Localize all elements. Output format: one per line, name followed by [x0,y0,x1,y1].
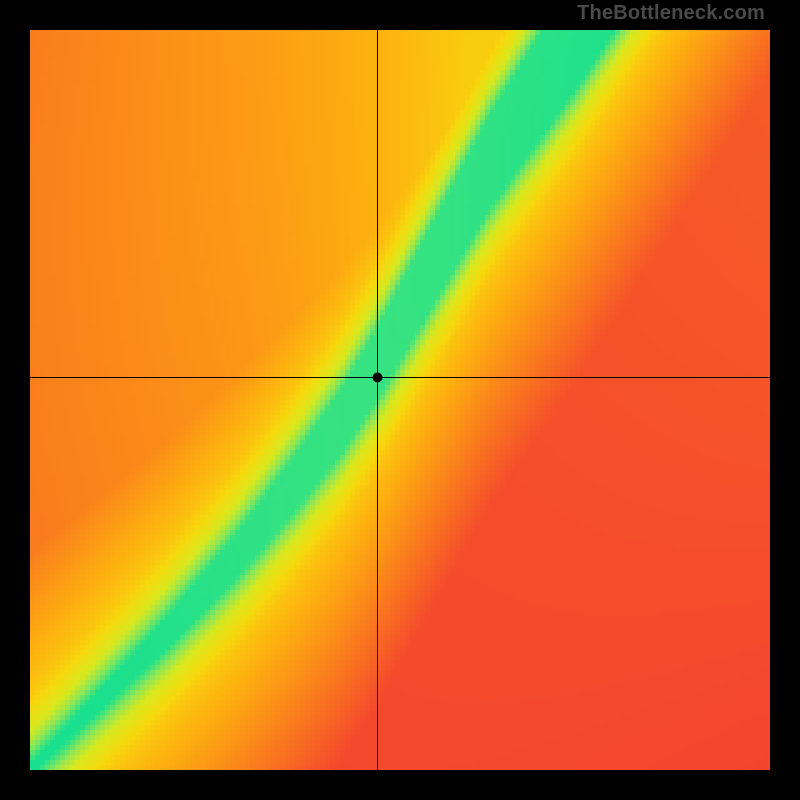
watermark-text: TheBottleneck.com [577,2,765,25]
chart-frame: TheBottleneck.com [0,0,800,800]
heatmap-canvas [30,30,770,770]
plot-area [30,30,770,770]
